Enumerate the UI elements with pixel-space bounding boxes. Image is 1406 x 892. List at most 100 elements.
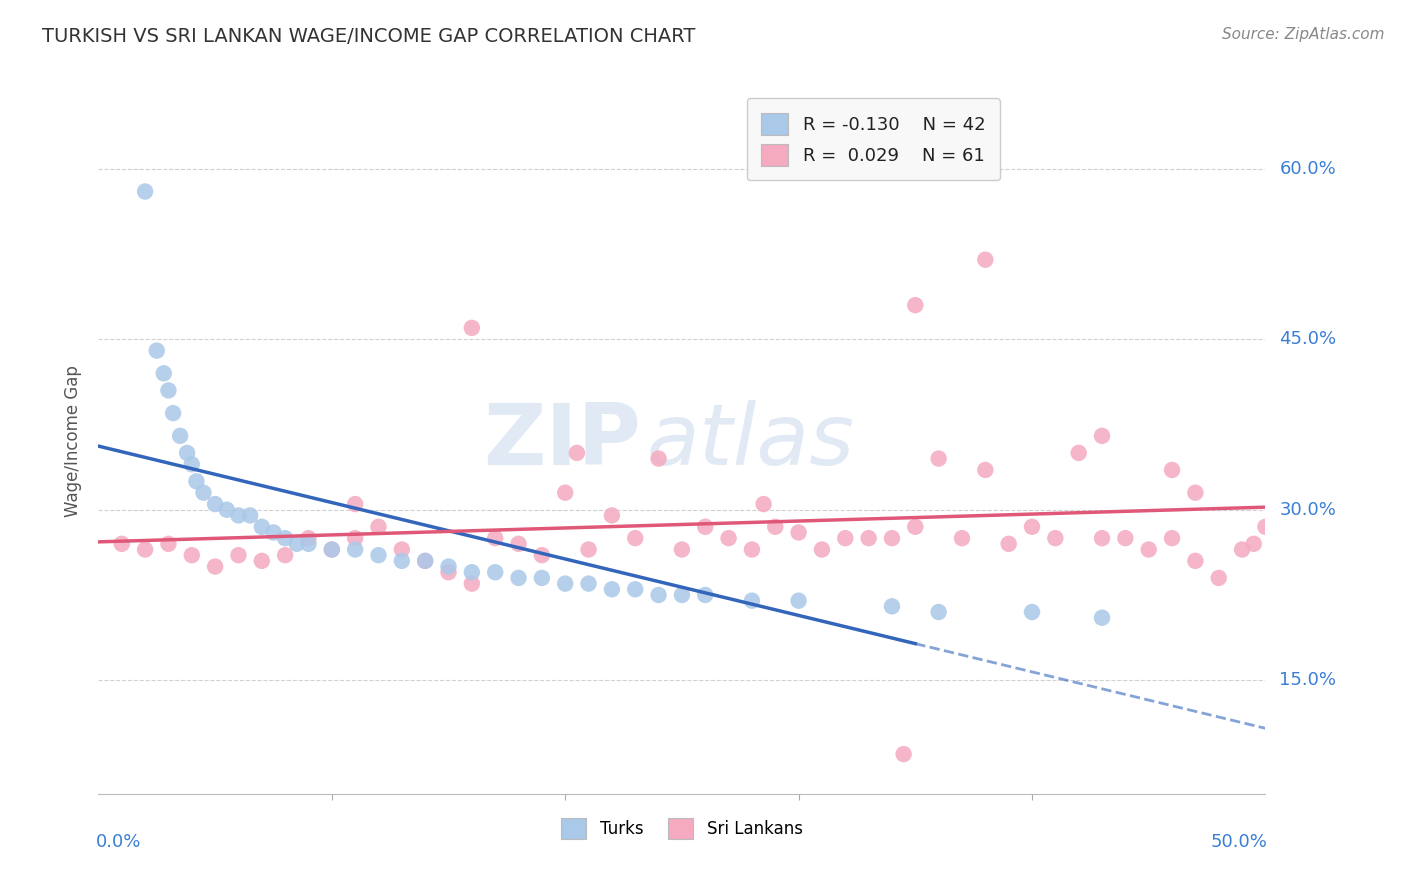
Point [928, 605, 950, 619]
Point [437, 559, 460, 574]
Point [624, 531, 647, 545]
Point [671, 588, 693, 602]
Point [391, 542, 413, 557]
Point [484, 566, 506, 580]
Point [321, 542, 343, 557]
Point [461, 321, 484, 335]
Point [787, 593, 810, 607]
Point [152, 367, 174, 381]
Point [880, 531, 903, 545]
Text: atlas: atlas [647, 400, 855, 483]
Point [274, 531, 297, 545]
Point [1243, 537, 1265, 551]
Point [367, 520, 389, 534]
Text: Source: ZipAtlas.com: Source: ZipAtlas.com [1222, 27, 1385, 42]
Point [787, 525, 810, 540]
Point [1184, 554, 1206, 568]
Point [763, 520, 786, 534]
Point [437, 566, 460, 580]
Point [530, 548, 553, 562]
Point [180, 548, 202, 562]
Point [204, 559, 226, 574]
Legend: Turks, Sri Lankans: Turks, Sri Lankans [554, 812, 810, 846]
Point [893, 747, 915, 761]
Point [1161, 463, 1184, 477]
Point [157, 537, 180, 551]
Text: 60.0%: 60.0% [1279, 160, 1336, 178]
Point [508, 537, 530, 551]
Point [193, 485, 215, 500]
Point [1021, 605, 1043, 619]
Point [344, 497, 367, 511]
Point [146, 343, 169, 358]
Point [928, 451, 950, 466]
Point [695, 520, 717, 534]
Point [228, 548, 250, 562]
Point [834, 531, 856, 545]
Y-axis label: Wage/Income Gap: Wage/Income Gap [63, 366, 82, 517]
Point [741, 542, 763, 557]
Point [508, 571, 530, 585]
Point [484, 531, 506, 545]
Text: ZIP: ZIP [484, 400, 641, 483]
Point [752, 497, 775, 511]
Text: 15.0%: 15.0% [1279, 671, 1336, 690]
Point [297, 537, 319, 551]
Point [180, 457, 202, 471]
Point [578, 542, 600, 557]
Point [554, 576, 576, 591]
Point [647, 588, 669, 602]
Point [974, 252, 997, 267]
Point [285, 537, 308, 551]
Point [997, 537, 1019, 551]
Text: 0.0%: 0.0% [96, 832, 142, 851]
Point [1208, 571, 1230, 585]
Point [565, 446, 588, 460]
Point [904, 298, 927, 312]
Point [950, 531, 973, 545]
Point [554, 485, 576, 500]
Point [297, 531, 319, 545]
Point [262, 525, 284, 540]
Point [344, 531, 367, 545]
Point [186, 475, 208, 489]
Point [578, 576, 600, 591]
Text: 45.0%: 45.0% [1279, 330, 1337, 348]
Point [157, 384, 180, 398]
Point [858, 531, 880, 545]
Point [1067, 446, 1090, 460]
Point [1021, 520, 1043, 534]
Point [134, 542, 156, 557]
Point [215, 502, 238, 516]
Point [717, 531, 740, 545]
Point [250, 554, 273, 568]
Point [367, 548, 389, 562]
Point [239, 508, 262, 523]
Point [391, 554, 413, 568]
Point [461, 576, 484, 591]
Point [1184, 485, 1206, 500]
Point [530, 571, 553, 585]
Point [162, 406, 184, 420]
Point [461, 566, 484, 580]
Point [1137, 542, 1160, 557]
Point [1091, 429, 1114, 443]
Point [974, 463, 997, 477]
Point [321, 542, 343, 557]
Point [671, 542, 693, 557]
Point [624, 582, 647, 597]
Point [1091, 610, 1114, 624]
Point [228, 508, 250, 523]
Point [204, 497, 226, 511]
Point [413, 554, 436, 568]
Point [111, 537, 134, 551]
Point [344, 542, 367, 557]
Point [600, 508, 623, 523]
Point [1091, 531, 1114, 545]
Point [1161, 531, 1184, 545]
Point [600, 582, 623, 597]
Text: 30.0%: 30.0% [1279, 500, 1336, 519]
Point [1045, 531, 1067, 545]
Point [169, 429, 191, 443]
Point [695, 588, 717, 602]
